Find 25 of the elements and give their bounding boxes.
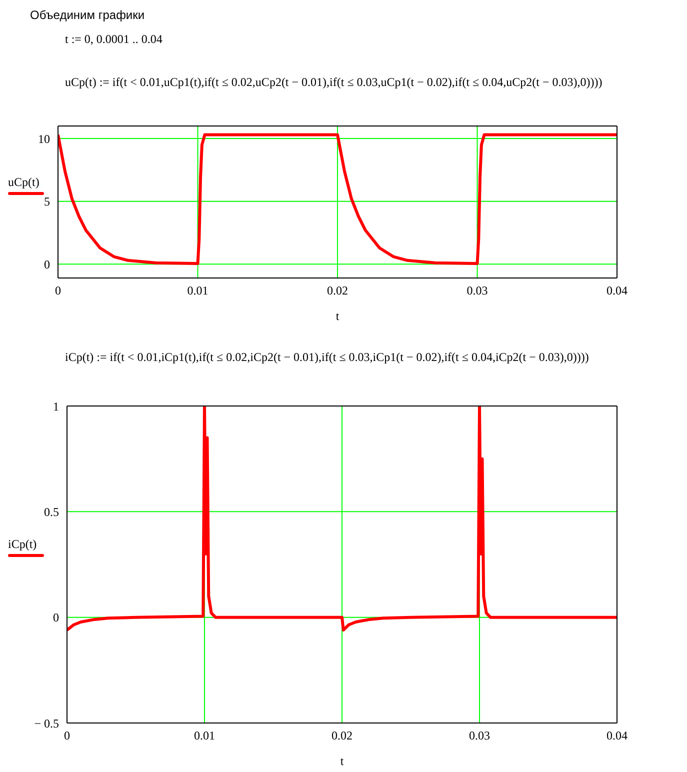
line-series: [58, 133, 617, 266]
x-tick-label: 0.01: [194, 728, 215, 743]
text: iCp(t): [8, 537, 38, 552]
x-axis-title: t: [340, 754, 344, 768]
x-tick-label: 0.02: [332, 728, 352, 743]
y-tick-label: 5: [44, 194, 50, 209]
chart-title: Объединим графики: [30, 8, 146, 22]
x-tick-label: 0.03: [466, 284, 488, 298]
text: uCp(t) := if(t < 0.01,uCp1(t),if(t ≤ 0.02,uCp2(t − 0.01),if(t ≤ 0.03,uCp1(t − 0.02),if(t ≤ 0.04,uCp2(t − 0.03),0)))): [65, 75, 604, 90]
y-tick-label: 0.5: [44, 504, 59, 519]
text: iCp(t) := if(t < 0.01,iCp1(t),if(t ≤ 0.02,iCp2(t − 0.01),if(t ≤ 0.03,iCp1(t − 0.02),if(t ≤ 0.04,iCp2(t − 0.03),0)))): [65, 350, 590, 365]
x-axis-title: t: [336, 309, 340, 323]
text: t := 0, 0.0001 .. 0.04: [65, 32, 164, 47]
text: uCp(t): [8, 174, 40, 190]
x-tick-label: 0.04: [606, 284, 628, 298]
x-tick-label: 0.03: [469, 728, 490, 743]
x-tick-label: 0: [64, 728, 70, 743]
y-tick-label: 0: [44, 257, 50, 272]
x-tick-label: 0.04: [606, 728, 628, 743]
y-tick-label: 10: [38, 132, 50, 146]
y-tick-label: − 0.5: [34, 716, 59, 730]
y-tick-label: 0: [53, 610, 59, 625]
y-tick-label: 1: [53, 399, 59, 414]
x-tick-label: 0.01: [187, 284, 208, 298]
x-tick-label: 0.02: [327, 284, 348, 298]
